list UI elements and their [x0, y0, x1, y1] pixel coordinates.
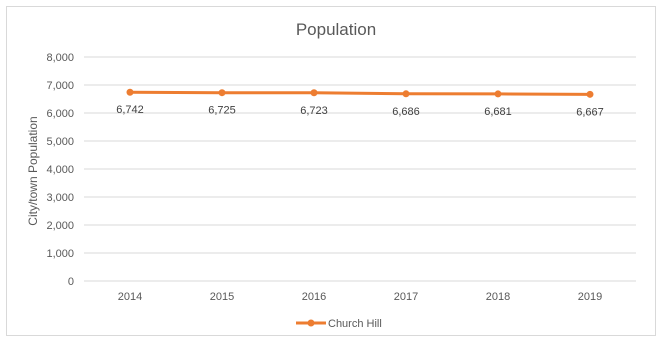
y-tick-label: 4,000 [46, 164, 74, 176]
data-point [586, 90, 594, 98]
data-point [402, 90, 410, 98]
data-label: 6,686 [392, 106, 420, 118]
data-point [310, 89, 318, 97]
legend-marker [307, 319, 315, 327]
y-axis-ticks: 0 1,000 2,000 3,000 4,000 5,000 6,000 7,000 8,00… [46, 52, 74, 288]
data-point [126, 88, 134, 96]
x-axis-ticks: 2014 2015 2016 2017 2018 2019 [118, 291, 602, 303]
y-tick-label: 0 [68, 276, 74, 288]
chart-title: Population [296, 20, 376, 39]
x-tick-label: 2018 [486, 291, 510, 303]
x-tick-label: 2015 [210, 291, 234, 303]
y-tick-label: 5,000 [46, 136, 74, 148]
x-tick-label: 2016 [302, 291, 326, 303]
data-point [494, 90, 502, 98]
data-label: 6,742 [116, 104, 144, 116]
y-tick-label: 1,000 [46, 248, 74, 260]
y-tick-label: 6,000 [46, 108, 74, 120]
y-tick-label: 7,000 [46, 80, 74, 92]
y-tick-label: 2,000 [46, 220, 74, 232]
y-tick-label: 8,000 [46, 52, 74, 64]
series-line [128, 90, 592, 96]
data-label: 6,681 [484, 106, 512, 118]
x-tick-label: 2019 [578, 291, 602, 303]
x-tick-label: 2014 [118, 291, 142, 303]
legend-label: Church Hill [328, 318, 382, 330]
series-layer [126, 88, 594, 98]
data-label: 6,725 [208, 105, 236, 117]
gridlines [84, 56, 636, 282]
y-tick-label: 3,000 [46, 192, 74, 204]
data-labels: 6,742 6,725 6,723 6,686 6,681 6,667 [116, 104, 604, 118]
data-label: 6,723 [300, 105, 328, 117]
x-tick-label: 2017 [394, 291, 418, 303]
y-axis-label: City/town Population [26, 116, 40, 225]
data-point [218, 89, 226, 97]
data-label: 6,667 [576, 106, 604, 118]
legend: Church Hill [296, 318, 382, 330]
